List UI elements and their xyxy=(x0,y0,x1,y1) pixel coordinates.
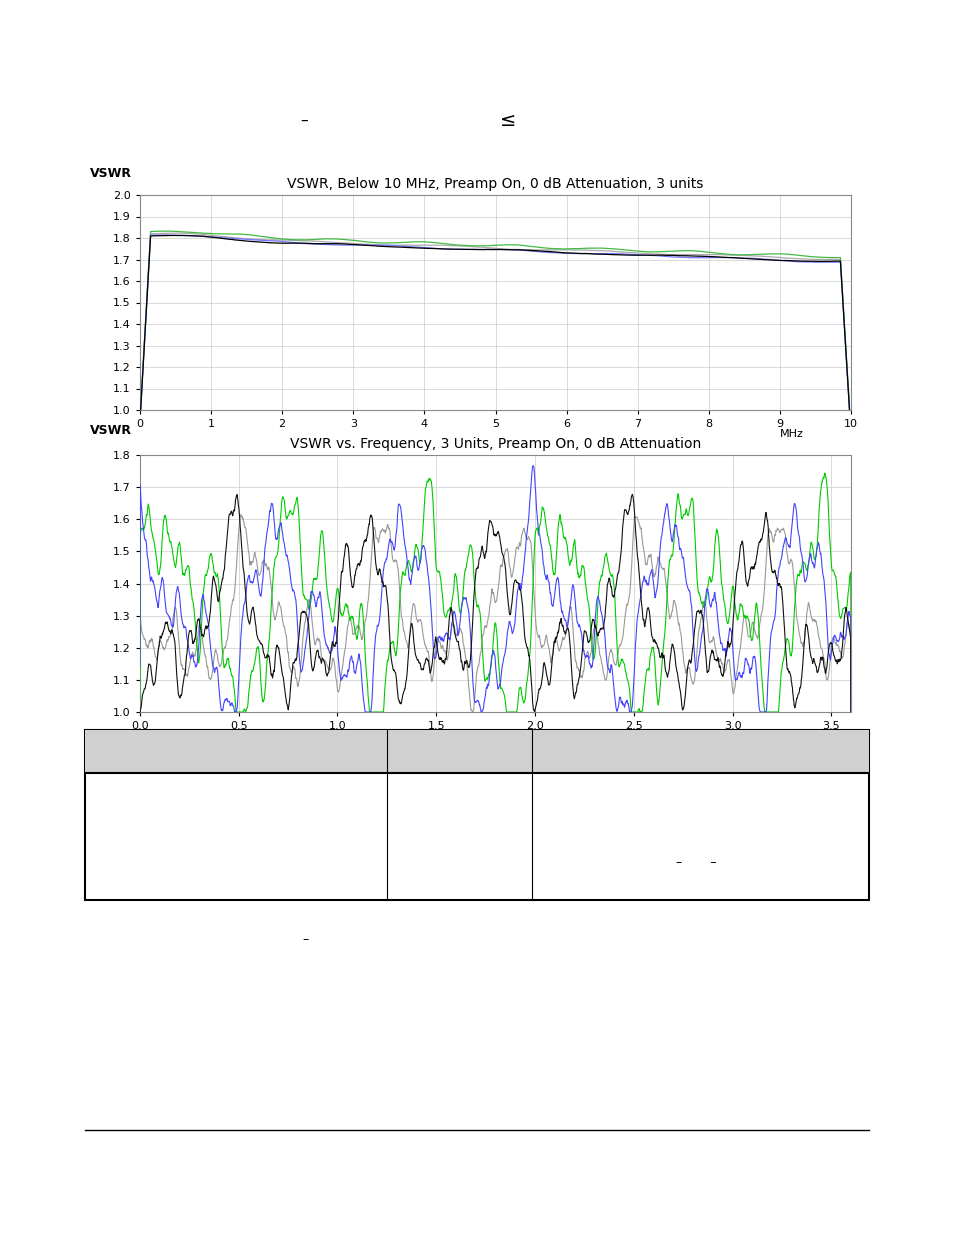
Text: MHz: MHz xyxy=(780,430,803,440)
Bar xyxy=(532,730,868,773)
Title: VSWR vs. Frequency, 3 Units, Preamp On, 0 dB Attenuation: VSWR vs. Frequency, 3 Units, Preamp On, … xyxy=(290,437,700,451)
Text: VSWR: VSWR xyxy=(90,167,132,180)
Title: VSWR, Below 10 MHz, Preamp On, 0 dB Attenuation, 3 units: VSWR, Below 10 MHz, Preamp On, 0 dB Atte… xyxy=(287,177,703,191)
Text: ≤: ≤ xyxy=(499,111,516,130)
Text: –       –: – – xyxy=(676,856,716,869)
Bar xyxy=(386,730,532,773)
Bar xyxy=(85,730,386,773)
Text: –: – xyxy=(302,934,308,946)
Text: VSWR: VSWR xyxy=(90,424,132,437)
Text: GHz: GHz xyxy=(732,735,755,745)
Text: –: – xyxy=(300,112,308,127)
